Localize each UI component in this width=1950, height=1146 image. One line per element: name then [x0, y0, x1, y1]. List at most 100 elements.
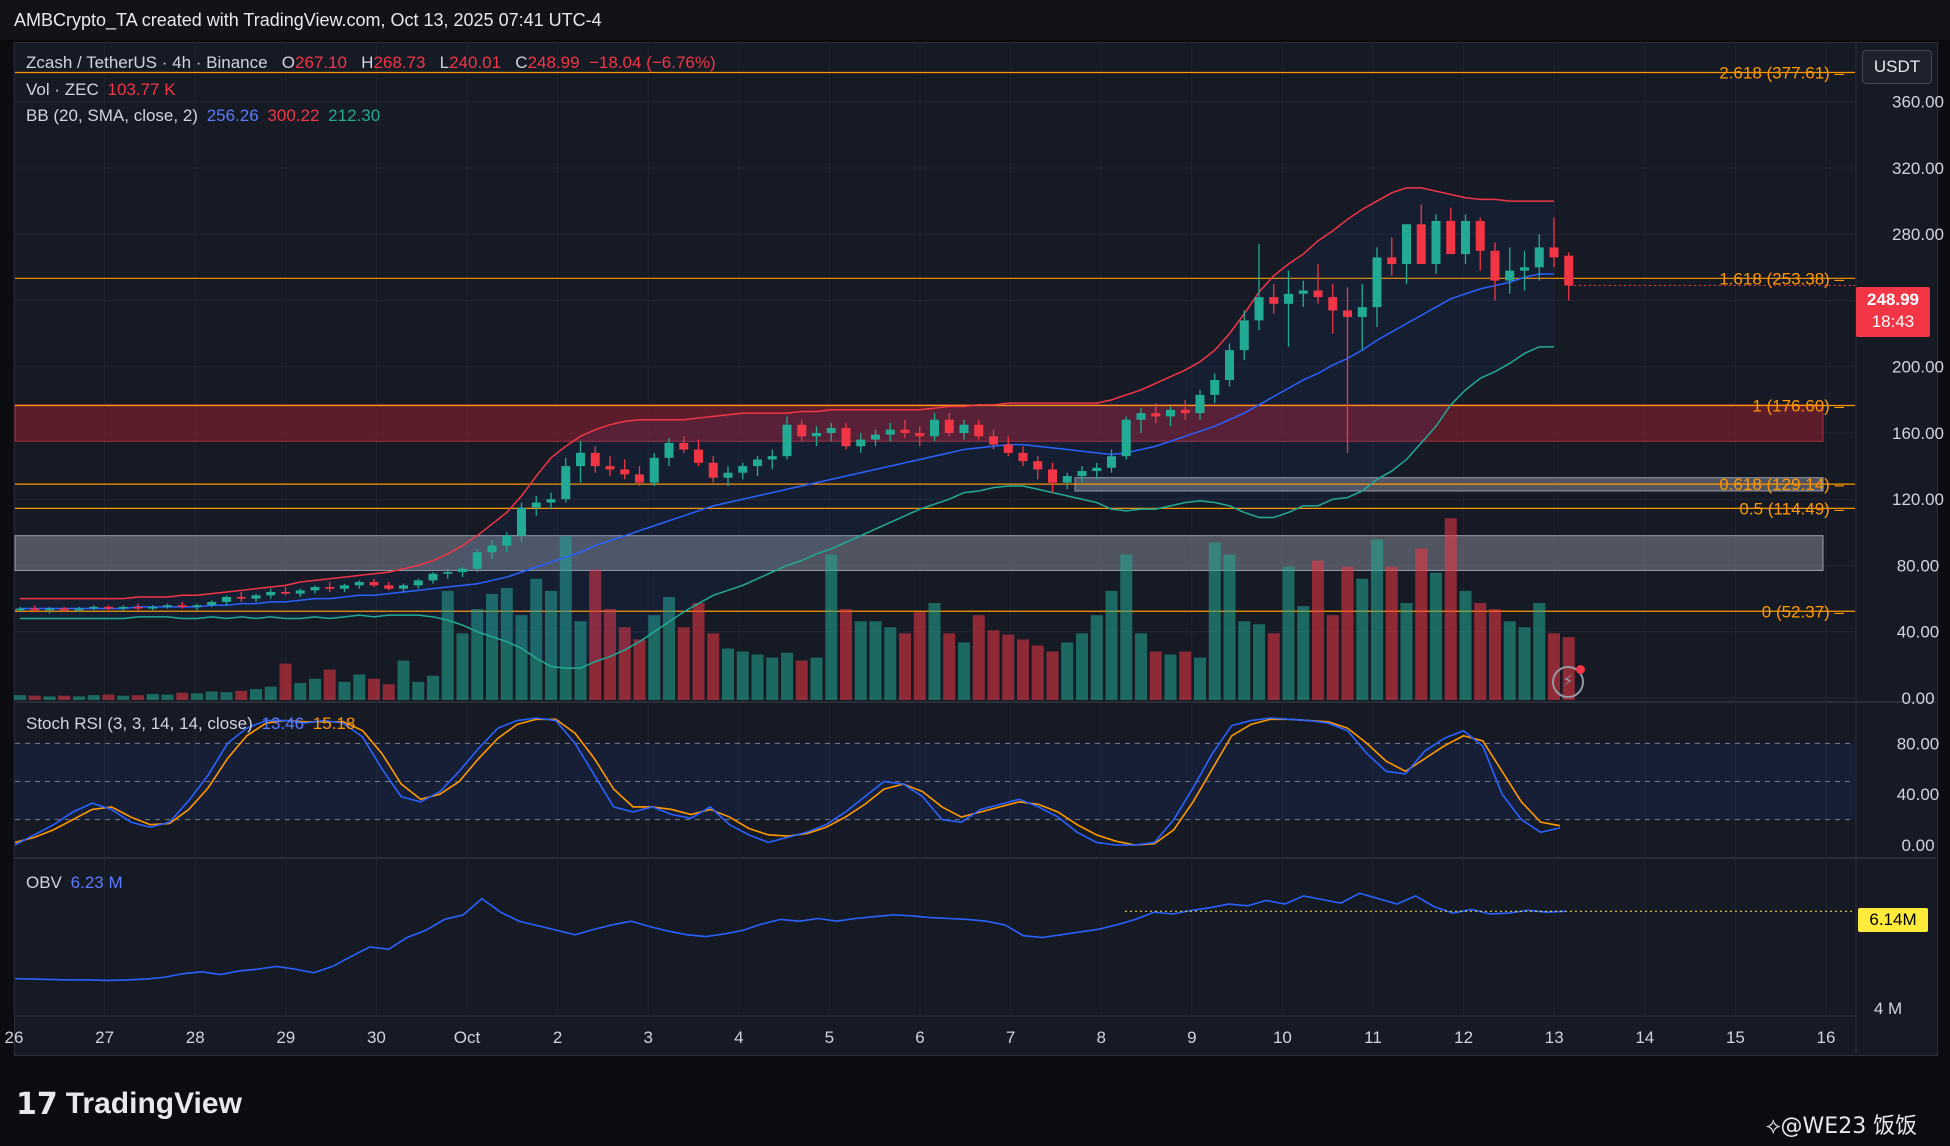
volume-bar	[279, 663, 292, 700]
bb-upper-value: 300.22	[267, 106, 320, 125]
volume-bar	[1518, 627, 1531, 700]
volume-bar	[309, 678, 321, 700]
volume-bar	[1179, 651, 1192, 700]
volume-bar	[1326, 615, 1339, 700]
volume-bar	[1046, 651, 1059, 700]
candle-body	[89, 606, 99, 609]
candle-body	[517, 507, 526, 536]
candle-body	[797, 424, 807, 437]
volume-bar	[618, 627, 631, 700]
candle-body	[133, 606, 143, 609]
candle-body	[1225, 350, 1234, 380]
volume-bar	[58, 695, 71, 700]
symbol-legend: Zcash / TetherUS · 4h · Binance O267.10 …	[26, 53, 716, 73]
volume-bar	[810, 657, 823, 700]
volume-bar	[1474, 603, 1487, 700]
candle-body	[369, 582, 379, 586]
volume-bar	[1238, 621, 1251, 700]
price-tick-label: 120.00	[1892, 490, 1944, 509]
price-tick-label: 40.00	[1897, 623, 1940, 642]
candle-body	[708, 462, 718, 478]
stoch-label: Stoch RSI (3, 3, 14, 14, close)	[26, 714, 253, 733]
candle-body	[694, 449, 703, 463]
volume-bar	[707, 633, 720, 700]
time-tick-label: 26	[5, 1028, 24, 1047]
candle-body	[340, 585, 349, 589]
candle-body	[30, 608, 40, 611]
candle-body	[59, 608, 69, 611]
candle-body	[1136, 413, 1146, 420]
volume-bar	[1312, 560, 1324, 700]
candle-body	[841, 428, 851, 447]
watermark: ⟡@WE23 饭饭	[1766, 1114, 1918, 1139]
stoch-tick-label: 0.00	[1901, 836, 1934, 855]
alert-icon[interactable]: ⚡	[1552, 665, 1585, 698]
time-tick-label: 15	[1726, 1028, 1745, 1047]
volume-bar	[663, 596, 675, 700]
candle-body	[531, 502, 541, 508]
obv-label: OBV	[26, 873, 62, 892]
tradingview-mark-icon: 17	[16, 1086, 58, 1122]
chart-svg[interactable]: 360.00320.00280.00200.00160.00120.0080.0…	[0, 0, 1950, 1056]
candle-body	[1269, 297, 1279, 304]
volume-bar	[1194, 657, 1206, 700]
candle-body	[1210, 379, 1220, 395]
volume-bar	[1061, 642, 1074, 700]
bb-upper-line	[20, 187, 1554, 600]
candle-body	[1092, 467, 1102, 472]
volume-bar	[1385, 566, 1398, 700]
caption-text: AMBCrypto_TA created with TradingView.co…	[14, 10, 602, 30]
time-tick-label: 13	[1545, 1028, 1564, 1047]
candle-body	[1387, 257, 1397, 265]
volume-bar	[368, 678, 380, 700]
caption-bar: AMBCrypto_TA created with TradingView.co…	[0, 0, 1950, 40]
time-tick-label: 5	[825, 1028, 834, 1047]
candle-body	[1077, 471, 1087, 477]
candle-body	[104, 606, 113, 609]
candle-body	[458, 568, 467, 573]
candle-body	[1033, 461, 1043, 470]
candle-body	[1490, 250, 1500, 281]
candle-body	[1475, 220, 1485, 251]
bb-lower-value: 212.30	[328, 106, 381, 125]
candle-body	[1180, 409, 1190, 414]
stoch-legend: Stoch RSI (3, 3, 14, 14, close) 13.46 15…	[26, 714, 355, 734]
tradingview-logo[interactable]: 17 TradingView	[16, 1086, 242, 1122]
demand-zone	[14, 535, 1824, 571]
volume-bar	[73, 696, 85, 700]
volume-bar	[1017, 639, 1029, 700]
price-tick-label: 360.00	[1892, 93, 1944, 112]
candle-body	[1003, 444, 1013, 453]
ohlc-low-label: L	[439, 53, 450, 72]
ohlc-high: 268.73	[373, 53, 426, 72]
price-tick-label: 320.00	[1892, 159, 1944, 178]
candle-body	[502, 535, 512, 546]
volume-bar	[1105, 590, 1118, 700]
volume-bar	[1459, 590, 1472, 700]
time-tick-label: 6	[915, 1028, 924, 1047]
currency-button[interactable]: USDT	[1862, 50, 1932, 84]
candle-body	[856, 439, 866, 447]
candle-body	[443, 572, 453, 574]
volume-bar	[500, 587, 513, 700]
volume-bar	[515, 615, 528, 700]
candle-body	[620, 469, 630, 475]
volume-bar	[648, 615, 661, 700]
candle-body	[885, 429, 895, 435]
obv-last-tag: 6.14M	[1858, 908, 1928, 932]
volume-bar	[441, 590, 454, 700]
fib-level-label: 0.5 (114.49) –	[1739, 499, 1844, 518]
obv-tick-label: 4 M	[1874, 999, 1902, 1018]
volume-bar	[397, 660, 410, 700]
symbol-label: Zcash / TetherUS · 4h · Binance	[26, 53, 268, 72]
volume-bar	[1002, 634, 1015, 700]
candle-body	[605, 466, 615, 470]
volume-bar	[1090, 615, 1103, 700]
time-tick-label: 8	[1096, 1028, 1105, 1047]
candle-body	[782, 424, 792, 457]
volume-bar	[1282, 566, 1295, 700]
bar-countdown: 18:43	[1871, 312, 1915, 331]
candle-body	[561, 466, 571, 500]
footer	[0, 1056, 1950, 1146]
candle-body	[738, 466, 748, 473]
